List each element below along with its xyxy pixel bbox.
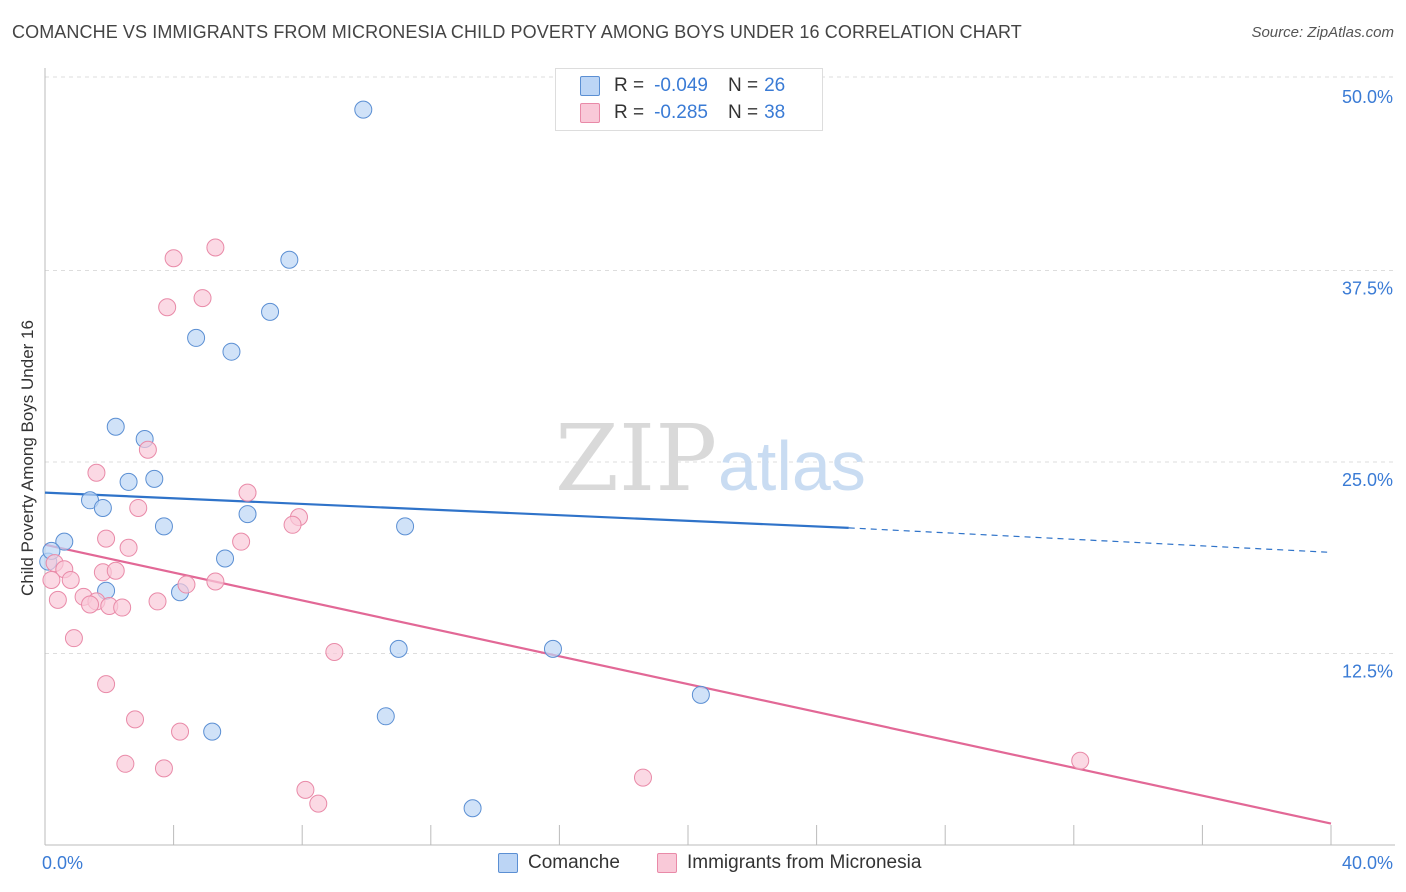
micronesia-swatch [580, 103, 600, 123]
comanche-point [354, 100, 373, 119]
micronesia-point [154, 759, 173, 778]
micronesia-point [126, 710, 145, 729]
source-label: Source: ZipAtlas.com [1251, 24, 1394, 41]
legend-n-label: N = [727, 102, 759, 123]
micronesia-point [42, 570, 61, 589]
legend-r-value-comanche: -0.049 [654, 75, 708, 96]
y-tick-label: 12.5% [1342, 662, 1393, 682]
micronesia-legend-swatch [657, 853, 677, 873]
y-tick-label: 50.0% [1342, 87, 1393, 107]
comanche-swatch [580, 76, 600, 96]
micronesia-point [138, 440, 157, 459]
y-axis-label: Child Poverty Among Boys Under 16 [18, 320, 37, 596]
comanche-point [280, 250, 299, 269]
comanche-trend-line [44, 491, 849, 529]
comanche-point [203, 722, 222, 741]
comanche-point [376, 707, 395, 726]
legend-r-label: R = [614, 102, 645, 123]
micronesia-point [206, 238, 225, 257]
micronesia-point [238, 483, 257, 502]
micronesia-point [81, 595, 100, 614]
comanche-point [222, 342, 241, 361]
micronesia-point [113, 598, 132, 617]
micronesia-point [116, 754, 135, 773]
comanche-point [154, 517, 173, 536]
legend-label-micronesia: Immigrants from Micronesia [687, 852, 922, 873]
micronesia-point [97, 675, 116, 694]
micronesia-point [1071, 751, 1090, 770]
comanche-point [145, 469, 164, 488]
micronesia-point [97, 529, 116, 548]
stats-legend: R = -0.049 N = 26 R = -0.285 N = 38 [555, 68, 823, 131]
micronesia-point [148, 592, 167, 611]
micronesia-point [64, 629, 83, 648]
comanche-point [119, 472, 138, 491]
comanche-point [55, 532, 74, 551]
chart-title: COMANCHE VS IMMIGRANTS FROM MICRONESIA C… [12, 22, 1022, 42]
micronesia-point [119, 538, 138, 557]
comanche-point [106, 417, 125, 436]
legend-label-comanche: Comanche [528, 852, 620, 873]
comanche-point [463, 799, 482, 818]
micronesia-point [177, 575, 196, 594]
micronesia-point [87, 463, 106, 482]
micronesia-point [61, 570, 80, 589]
micronesia-point [171, 722, 190, 741]
x-tick-label: 0.0% [42, 853, 83, 873]
legend-r-value-micronesia: -0.285 [654, 102, 708, 123]
legend-n-label: N = [727, 75, 759, 96]
comanche-point [238, 505, 257, 524]
micronesia-point [283, 515, 302, 534]
comanche-point [389, 639, 408, 658]
comanche-point [187, 328, 206, 347]
comanche-point [261, 302, 280, 321]
legend-n-value-micronesia: 38 [764, 102, 786, 123]
comanche-point [691, 685, 710, 704]
micronesia-point [296, 780, 315, 799]
comanche-point [93, 498, 112, 517]
micronesia-point [193, 289, 212, 308]
legend-r-label: R = [614, 75, 645, 96]
legend-item-micronesia: Immigrants from Micronesia [657, 852, 921, 874]
comanche-legend-swatch [498, 853, 518, 873]
watermark-zip: ZIP [555, 405, 717, 512]
micronesia-point [158, 298, 177, 317]
micronesia-point [206, 572, 225, 591]
series-legend: Comanche Immigrants from Micronesia [0, 852, 1406, 878]
micronesia-point [325, 642, 344, 661]
y-tick-label: 25.0% [1342, 470, 1393, 490]
micronesia-point [232, 532, 251, 551]
micronesia-point [633, 768, 652, 787]
y-tick-label: 37.5% [1342, 279, 1393, 299]
watermark-atlas: atlas [718, 427, 866, 505]
comanche-point [543, 639, 562, 658]
comanche-point [216, 549, 235, 568]
legend-row-comanche: R = -0.049 N = 26 [580, 74, 785, 98]
legend-n-value-comanche: 26 [764, 75, 786, 96]
micronesia-point [164, 249, 183, 268]
x-tick-label: 40.0% [1342, 853, 1393, 873]
legend-row-micronesia: R = -0.285 N = 38 [580, 101, 785, 125]
comanche-trend-extension [848, 527, 1332, 553]
micronesia-point [106, 561, 125, 580]
micronesia-point [129, 498, 148, 517]
micronesia-point [48, 590, 67, 609]
micronesia-point [309, 794, 328, 813]
comanche-point [396, 517, 415, 536]
micronesia-trend-line [44, 543, 1332, 825]
legend-item-comanche: Comanche [498, 852, 620, 874]
